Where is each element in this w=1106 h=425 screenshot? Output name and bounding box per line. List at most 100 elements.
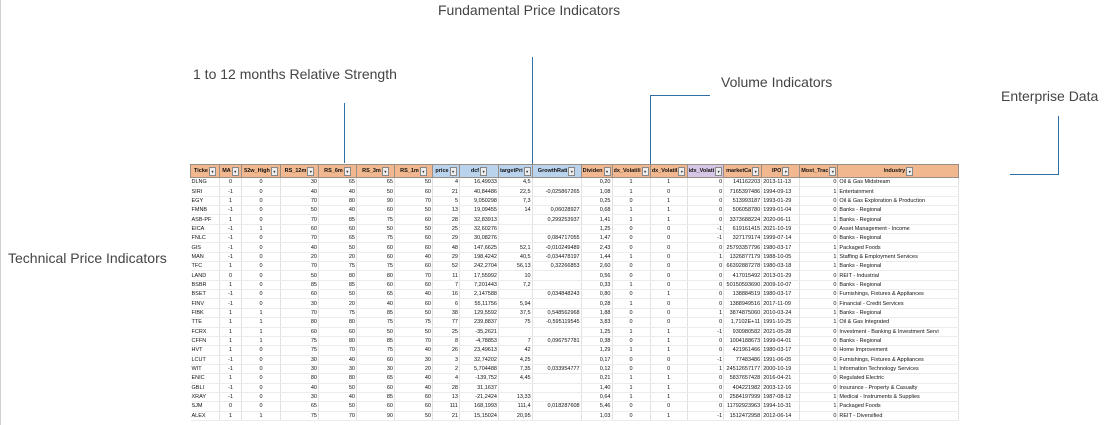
table-cell[interactable]: 1388949516 (723, 298, 763, 309)
table-cell[interactable]: 65 (280, 401, 319, 412)
table-cell[interactable]: 930980582 (723, 327, 763, 337)
table-cell[interactable]: 70 (280, 308, 319, 319)
table-cell[interactable]: 0 (241, 261, 281, 272)
table-cell[interactable]: 60 (356, 401, 395, 412)
table-cell[interactable]: FMNB (190, 205, 220, 216)
table-cell[interactable]: 0 (687, 270, 725, 281)
table-cell[interactable]: Banks - Regional (837, 336, 960, 347)
table-cell[interactable]: 327179174 (723, 233, 763, 244)
table-cell[interactable]: 0 (799, 298, 839, 309)
table-cell[interactable]: 40 (394, 383, 433, 393)
table-cell[interactable]: GIS (190, 242, 220, 253)
table-cell[interactable]: 0 (241, 177, 281, 188)
table-cell[interactable]: 2009-10-07 (761, 280, 801, 291)
table-cell[interactable]: SJM (190, 401, 220, 412)
table-cell[interactable]: 80 (280, 317, 319, 328)
table-cell[interactable]: 0 (650, 270, 688, 281)
table-cell[interactable]: 7165397486 (723, 186, 763, 197)
table-cell[interactable]: 77483486 (723, 355, 763, 365)
table-cell[interactable]: 7 (432, 280, 460, 291)
table-cell[interactable]: 70 (394, 270, 433, 281)
table-cell[interactable]: LCUT (190, 355, 220, 365)
table-cell[interactable]: 80 (318, 196, 357, 207)
table-cell[interactable]: 75 (394, 317, 433, 328)
table-cell[interactable]: REIT - Industrial (837, 270, 960, 281)
table-cell[interactable]: 0 (650, 298, 688, 309)
table-cell[interactable]: 1 (650, 345, 688, 356)
table-cell[interactable]: SIRI (190, 186, 220, 197)
table-cell[interactable]: 0 (687, 298, 725, 309)
table-cell[interactable]: 1 (650, 196, 688, 207)
table-cell[interactable]: -1 (687, 224, 725, 235)
table-cell[interactable]: 3373688224 (723, 214, 763, 225)
column-header[interactable]: RS_6m ▾ (318, 164, 357, 178)
table-cell[interactable]: 52,1 (498, 242, 533, 253)
table-cell[interactable]: 2016-04-21 (761, 373, 801, 384)
table-cell[interactable]: 1 (612, 298, 651, 309)
table-cell[interactable]: 90 (356, 411, 395, 421)
table-cell[interactable]: 0,20 (581, 177, 613, 188)
table-cell[interactable]: 0 (612, 242, 651, 253)
table-cell[interactable]: 0 (219, 401, 242, 412)
table-cell[interactable]: 40 (394, 373, 433, 384)
table-cell[interactable]: 4,25 (498, 355, 533, 365)
table-cell[interactable]: 9,050298 (459, 196, 499, 207)
table-cell[interactable]: 0 (687, 336, 725, 347)
table-cell[interactable]: 55,11756 (459, 298, 499, 309)
table-cell[interactable]: 0 (650, 280, 688, 291)
table-cell[interactable]: -0,595119545 (532, 317, 582, 328)
column-header[interactable]: price ▾ (432, 164, 460, 178)
table-cell[interactable]: 198,4242 (459, 252, 499, 263)
table-cell[interactable]: EGY (190, 196, 220, 207)
table-cell[interactable]: 1980-03-17 (761, 242, 801, 253)
table-cell[interactable]: 1 (799, 401, 839, 412)
table-cell[interactable]: 168,1993 (459, 401, 499, 412)
table-cell[interactable]: 70 (394, 196, 433, 207)
table-cell[interactable]: 0 (612, 224, 651, 235)
column-header[interactable]: MA ▾ (219, 164, 242, 178)
table-cell[interactable]: -4,78853 (459, 336, 499, 347)
table-cell[interactable]: 29 (432, 233, 460, 244)
table-cell[interactable]: 0 (650, 364, 688, 375)
filter-dropdown-icon[interactable]: ▾ (829, 166, 837, 176)
table-cell[interactable]: 80 (356, 270, 395, 281)
table-cell[interactable]: Packaged Foods (837, 401, 960, 412)
filter-dropdown-icon[interactable]: ▾ (231, 166, 239, 176)
table-cell[interactable]: 24512657177 (723, 364, 763, 375)
table-cell[interactable]: 2010-03-24 (761, 308, 801, 319)
table-cell[interactable]: 17,55992 (459, 270, 499, 281)
table-cell[interactable]: 4 (432, 177, 460, 188)
table-cell[interactable]: Staffing & Employment Services (837, 252, 960, 263)
table-cell[interactable]: 0 (241, 298, 281, 309)
filter-dropdown-icon[interactable]: ▾ (568, 166, 576, 176)
table-cell[interactable]: 40 (318, 355, 357, 365)
table-cell[interactable]: 2,147588 (459, 289, 499, 300)
table-cell[interactable]: 30 (280, 392, 319, 403)
table-cell[interactable] (498, 289, 533, 300)
table-cell[interactable]: 1 (799, 261, 839, 272)
table-cell[interactable]: 70 (394, 336, 433, 347)
table-cell[interactable]: 0 (799, 373, 839, 384)
table-cell[interactable]: CFFN (190, 336, 220, 347)
table-cell[interactable]: 20,95 (498, 411, 533, 421)
table-cell[interactable]: 1,25 (581, 327, 613, 337)
table-cell[interactable]: Oil & Gas Exploration & Production (837, 196, 960, 207)
table-cell[interactable]: 3874875060 (723, 308, 763, 319)
table-cell[interactable]: 60 (394, 186, 433, 197)
table-cell[interactable]: 38 (432, 308, 460, 319)
table-cell[interactable]: LAND (190, 270, 220, 281)
table-cell[interactable]: 80 (318, 336, 357, 347)
table-cell[interactable]: 1 (650, 205, 688, 216)
table-cell[interactable]: FINV (190, 298, 220, 309)
table-cell[interactable]: GBLI (190, 383, 220, 393)
table-cell[interactable]: 0 (650, 186, 688, 197)
table-cell[interactable] (498, 214, 533, 225)
table-cell[interactable]: Financial - Credit Services (837, 298, 960, 309)
table-cell[interactable]: 1993-01-29 (761, 196, 801, 207)
table-cell[interactable] (532, 196, 582, 207)
table-cell[interactable]: ALEX (190, 411, 220, 421)
table-cell[interactable]: 0,80 (581, 289, 613, 300)
table-cell[interactable]: 0 (650, 252, 688, 263)
table-cell[interactable]: 0 (799, 196, 839, 207)
table-cell[interactable]: 0,68 (581, 205, 613, 216)
